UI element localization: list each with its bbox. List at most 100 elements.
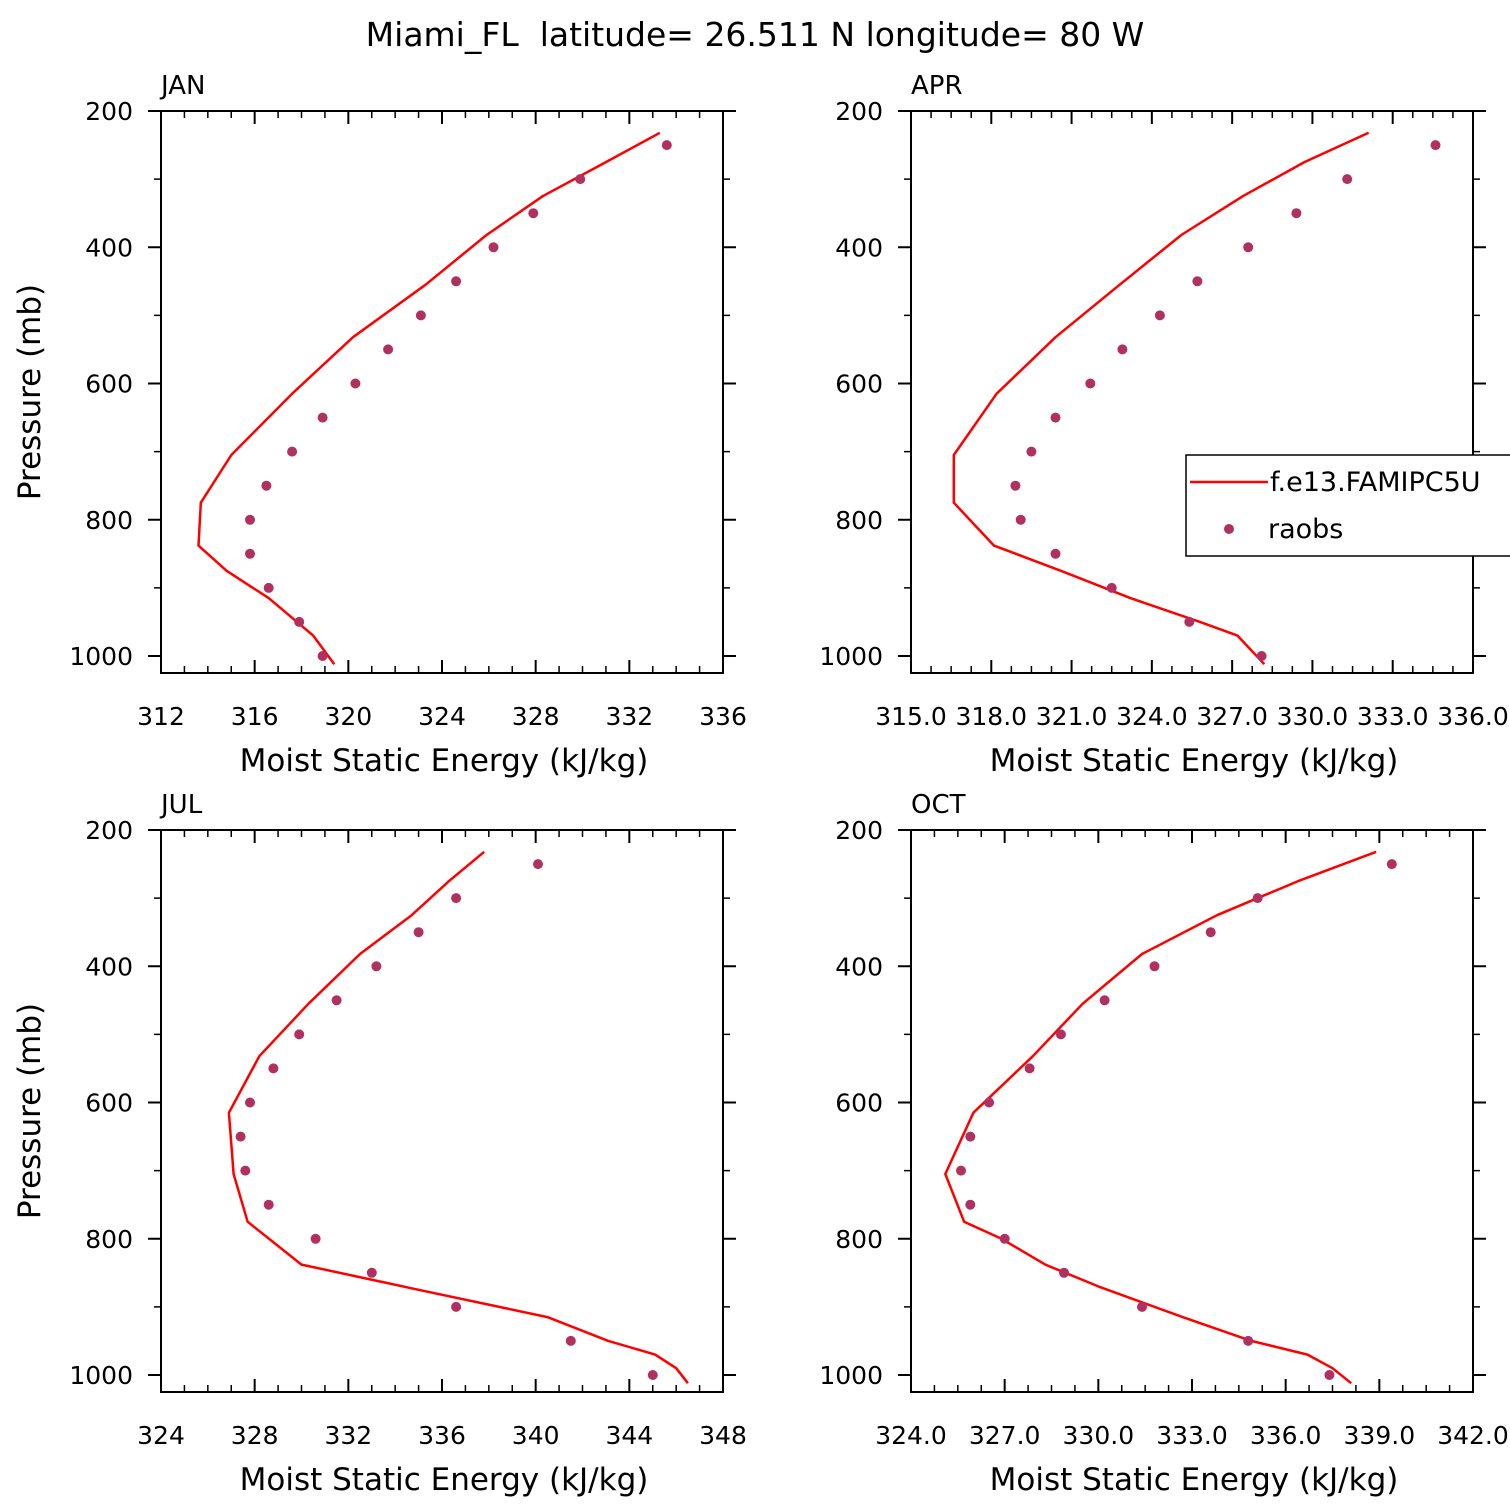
raobs-point xyxy=(287,446,298,457)
raobs-point xyxy=(488,242,499,253)
raobs-point xyxy=(331,995,342,1006)
x-tick-label: 342.0 xyxy=(1437,1421,1509,1450)
raobs-point xyxy=(1010,480,1021,491)
x-axis-title-jan: Moist Static Energy (kJ/kg) xyxy=(240,743,649,779)
x-tick-label: 344 xyxy=(605,1421,653,1450)
raobs-point xyxy=(245,548,255,559)
x-tick-label: 336 xyxy=(418,1421,466,1450)
raobs-point xyxy=(245,514,255,525)
y-axis-title-jul: Pressure (mb) xyxy=(12,1003,48,1219)
raobs-point xyxy=(245,1097,255,1108)
raobs-point xyxy=(1243,242,1254,253)
raobs-point xyxy=(647,1370,658,1380)
raobs-point xyxy=(413,927,424,938)
raobs-point xyxy=(261,480,272,491)
raobs-point xyxy=(1026,446,1037,457)
raobs-point xyxy=(1050,548,1061,559)
raobs-point xyxy=(317,412,328,423)
x-tick-label: 336.0 xyxy=(1250,1421,1322,1450)
raobs-point xyxy=(1117,344,1128,355)
x-tick-label: 320 xyxy=(324,702,372,731)
x-tick-label: 324.0 xyxy=(1116,702,1188,731)
model-line-apr xyxy=(952,131,1370,666)
plot-frame-jan xyxy=(160,110,724,674)
x-axis-title-jul: Moist Static Energy (kJ/kg) xyxy=(240,1462,649,1498)
panel-jan: JAN 312 316 320 324 328 332 336 200 400 600 800 1000… xyxy=(12,71,747,779)
raobs-point xyxy=(1154,310,1165,321)
model-line-oct xyxy=(944,850,1377,1385)
y-tick-label: 800 xyxy=(835,506,883,535)
raobs-point xyxy=(965,1131,976,1142)
raobs-point xyxy=(451,893,462,904)
y-tick-label: 400 xyxy=(835,952,883,981)
x-tick-label: 312 xyxy=(137,702,185,731)
y-tick-label: 400 xyxy=(85,233,133,262)
x-tick-label: 324 xyxy=(137,1421,185,1450)
figure-title: Miami_FL latitude= 26.511 N longitude= 8… xyxy=(366,15,1145,54)
x-tick-label: 327.0 xyxy=(969,1421,1041,1450)
raobs-point xyxy=(1342,174,1353,185)
y-tick-label: 400 xyxy=(835,233,883,262)
panel-label-jul: JUL xyxy=(159,790,203,820)
x-tick-label: 327.0 xyxy=(1196,702,1268,731)
y-tick-label: 800 xyxy=(85,1225,133,1254)
raobs-point xyxy=(999,1233,1010,1244)
plot-frame-jul xyxy=(160,829,724,1393)
x-tick-label: 339.0 xyxy=(1344,1421,1416,1450)
raobs-point xyxy=(565,1335,576,1346)
y-tick-label: 600 xyxy=(85,370,133,399)
raobs-point xyxy=(235,1131,246,1142)
raobs-point xyxy=(1324,1370,1335,1380)
raobs-point xyxy=(1137,1301,1147,1312)
y-tick-label: 600 xyxy=(85,1089,133,1118)
y-tick-label: 1000 xyxy=(69,1361,133,1390)
raobs-point xyxy=(1386,859,1397,870)
panel-label-jan: JAN xyxy=(159,71,205,101)
legend-marker-swatch xyxy=(1224,524,1234,534)
y-tick-label: 600 xyxy=(835,370,883,399)
x-tick-label: 333.0 xyxy=(1357,702,1429,731)
raobs-point xyxy=(1149,961,1160,972)
raobs-point xyxy=(268,1063,279,1074)
raobs-point xyxy=(1430,140,1441,151)
raobs-point xyxy=(263,582,274,593)
raobs-point xyxy=(1085,378,1096,389)
raobs-point xyxy=(1291,208,1302,219)
x-axis-title-apr: Moist Static Energy (kJ/kg) xyxy=(990,743,1399,779)
x-tick-label: 321.0 xyxy=(1036,702,1108,731)
y-tick-label: 1000 xyxy=(819,642,883,671)
y-tick-label: 800 xyxy=(85,506,133,535)
raobs-point xyxy=(1106,582,1117,593)
raobs-point xyxy=(1205,927,1216,938)
raobs-point xyxy=(294,1029,305,1040)
model-line-jul xyxy=(227,850,689,1384)
y-tick-label: 200 xyxy=(835,97,883,126)
raobs-point xyxy=(1252,893,1263,904)
x-tick-label: 330.0 xyxy=(1277,702,1349,731)
panel-label-oct: OCT xyxy=(911,790,966,820)
x-tick-label: 318.0 xyxy=(955,702,1027,731)
raobs-point xyxy=(383,344,394,355)
raobs-point xyxy=(965,1199,976,1210)
raobs-point xyxy=(317,651,328,661)
raobs-point xyxy=(1184,616,1195,627)
raobs-point xyxy=(1055,1029,1066,1040)
raobs-point xyxy=(451,276,462,287)
y-tick-label: 600 xyxy=(835,1089,883,1118)
raobs-point xyxy=(263,1199,274,1210)
raobs-point xyxy=(415,310,426,321)
x-tick-label: 336.0 xyxy=(1437,702,1509,731)
x-tick-label: 315.0 xyxy=(875,702,947,731)
raobs-point xyxy=(1192,276,1203,287)
x-tick-label: 332 xyxy=(324,1421,372,1450)
raobs-point xyxy=(366,1267,377,1278)
x-tick-label: 330.0 xyxy=(1063,1421,1135,1450)
raobs-point xyxy=(451,1301,462,1312)
panel-label-apr: APR xyxy=(911,71,963,101)
x-tick-label: 324.0 xyxy=(875,1421,947,1450)
raobs-point xyxy=(240,1165,251,1176)
raobs-point xyxy=(528,208,539,219)
plot-frame-apr xyxy=(910,110,1474,674)
x-tick-label: 340 xyxy=(512,1421,560,1450)
raobs-point xyxy=(575,174,586,185)
